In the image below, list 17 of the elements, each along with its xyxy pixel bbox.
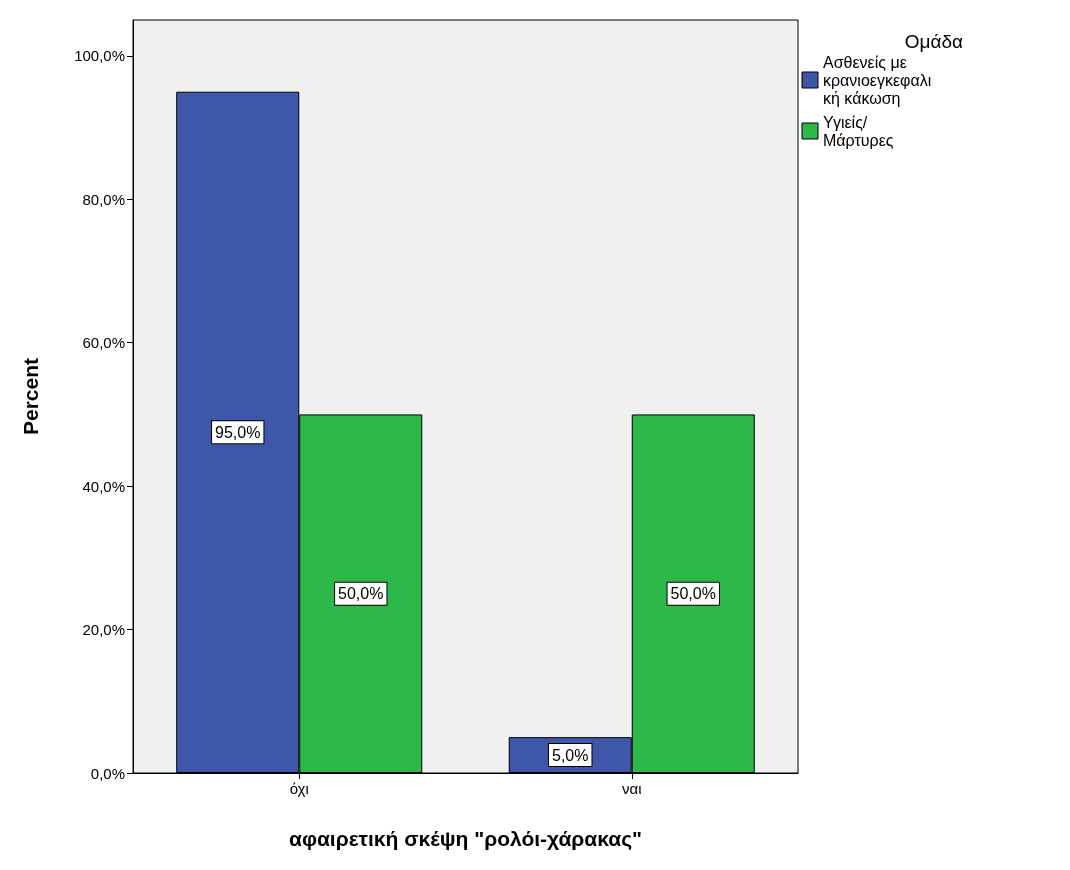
legend-title: Ομάδα [904,31,964,52]
y-tick-label: 40,0% [82,477,125,495]
x-tick-label: όχι [289,780,309,797]
data-label: 95,0% [215,423,261,441]
y-tick-label: 100,0% [74,47,125,65]
y-tick-label: 20,0% [82,621,125,639]
legend-label: Υγιείς/ Μάρτυρες [823,113,894,149]
y-tick-label: 80,0% [82,190,125,208]
y-axis-title: Percent [19,357,42,436]
x-axis-title: αφαιρετική σκέψη "ρολόι-χάρακας" [288,827,643,851]
legend-label: Ασθενείς με κρανιοεγκεφαλική κάκωση [823,53,932,107]
y-tick-label: 0,0% [90,764,125,782]
data-label: 5,0% [552,746,589,764]
x-tick-label: ναι [621,780,642,797]
data-label: 50,0% [338,585,384,603]
data-label: 50,0% [670,585,716,603]
y-tick-label: 60,0% [82,334,125,352]
